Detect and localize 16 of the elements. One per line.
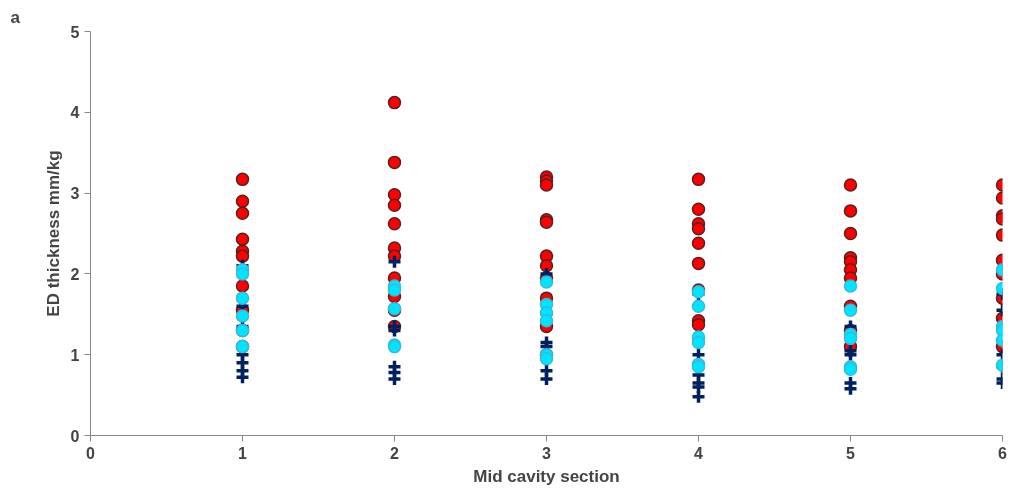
y-tick-label: 1 [70,346,80,364]
y-axis-title: ED thickness mm/kg [43,150,63,317]
y-tick-label: 5 [70,23,80,41]
y-tick-label: 2 [70,265,80,283]
x-tick-label: 5 [846,444,856,462]
x-tick-label: 4 [694,444,704,462]
text: a [10,7,21,27]
x-axis-title: Mid cavity section [473,466,620,486]
y-tick-label: 0 [70,427,80,445]
y-tick-label: 3 [70,185,80,203]
x-tick-label: 1 [238,444,248,462]
x-tick-label: 6 [998,444,1008,462]
x-tick-label: 0 [86,444,96,462]
y-tick-label: 4 [70,104,80,122]
x-tick-label: 3 [542,444,552,462]
x-tick-label: 2 [390,444,400,462]
